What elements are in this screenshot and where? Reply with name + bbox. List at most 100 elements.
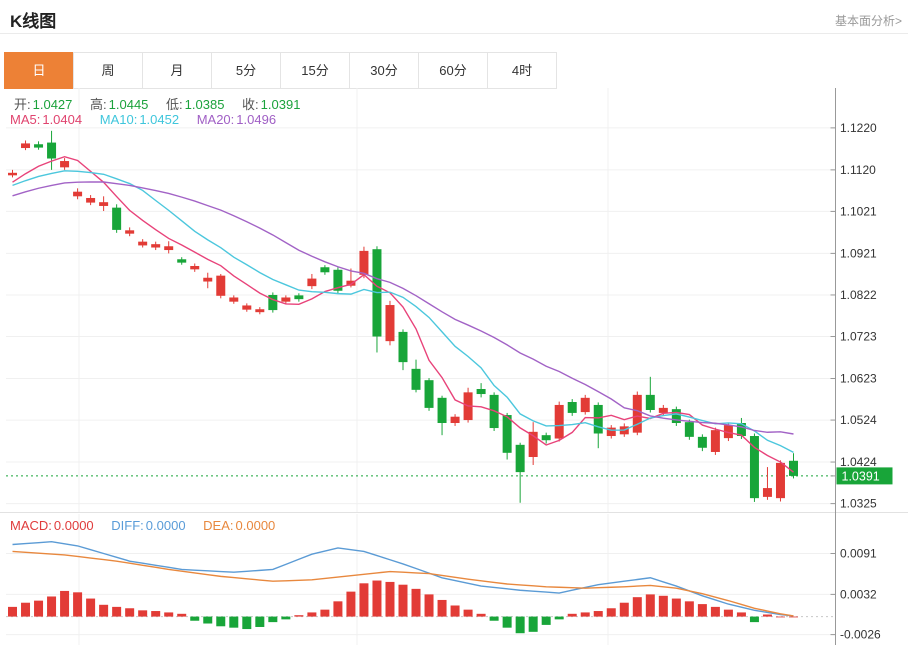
open-value: 1.0427 (32, 97, 73, 112)
macd-histogram-bar (619, 602, 629, 617)
candle-body (567, 402, 577, 413)
macd-histogram-bar (736, 612, 746, 617)
macd-histogram-bar (398, 584, 408, 617)
candle-body (671, 409, 681, 424)
candle-body (762, 488, 772, 497)
candle-body (723, 425, 733, 439)
candle-body (476, 388, 486, 395)
candle-body (99, 202, 109, 206)
candle-body (34, 144, 44, 148)
candle-body (580, 397, 590, 413)
macd-histogram-bar (645, 594, 655, 617)
candle-body (606, 427, 616, 437)
dea-label: DEA: (203, 518, 234, 533)
macd-histogram-bar (541, 616, 551, 625)
macd-histogram-bar (359, 583, 369, 617)
macd-histogram-bar (515, 616, 525, 634)
ma20-line (12, 181, 794, 435)
tab-day[interactable]: 日 (4, 52, 74, 89)
macd-histogram-bar (476, 613, 486, 617)
macd-histogram-bar (216, 616, 226, 627)
candle-body (255, 309, 265, 313)
ma20-value: 1.0496 (236, 112, 277, 127)
macd-histogram-bar (320, 609, 330, 617)
close-value: 1.0391 (260, 97, 301, 112)
candle-body (346, 280, 356, 286)
candle-body (190, 265, 200, 270)
tab-4hour[interactable]: 4时 (487, 52, 557, 89)
candle-body (125, 230, 135, 234)
current-price-tag (836, 467, 893, 485)
candle-body (385, 305, 395, 342)
macd-histogram-bar (528, 616, 538, 632)
macd-histogram-bar (580, 612, 590, 617)
candle-body (658, 407, 668, 413)
ma10-label: MA10: (99, 112, 138, 127)
price-axis-label: 1.1021 (840, 204, 877, 218)
macd-histogram-bar (229, 616, 239, 628)
candle-body (242, 305, 252, 310)
macd-histogram-bar (73, 592, 83, 617)
period-tab-bar: 日 周 月 5分 15分 30分 60分 4时 (4, 52, 557, 89)
candle-body (268, 294, 278, 311)
candle-body (281, 297, 291, 302)
macd-histogram-bar (242, 616, 252, 630)
macd-axis-label: 0.0091 (840, 547, 877, 561)
macd-histogram-bar (424, 594, 434, 617)
ma10-line (12, 170, 794, 454)
tab-15min[interactable]: 15分 (280, 52, 350, 89)
macd-histogram-bar (86, 598, 96, 617)
header-divider (0, 33, 908, 34)
dea-value: 0.0000 (235, 518, 276, 533)
price-axis-label: 1.0524 (840, 413, 877, 427)
ma20-label: MA20: (196, 112, 235, 127)
tab-30min[interactable]: 30分 (349, 52, 419, 89)
candle-body (775, 462, 785, 499)
diff-label: DIFF: (111, 518, 144, 533)
macd-axis-label: -0.0026 (840, 628, 881, 642)
macd-histogram-bar (684, 601, 694, 617)
candle-body (710, 430, 720, 452)
ma5-line (12, 155, 794, 473)
macd-histogram-bar (99, 604, 109, 617)
macd-histogram-bar (177, 613, 187, 617)
macd-histogram-bar (333, 601, 343, 617)
price-axis-label: 1.0325 (840, 497, 877, 511)
candle-body (229, 297, 239, 302)
price-axis-label: 1.0623 (840, 372, 877, 386)
candle-body (307, 278, 317, 287)
macd-histogram-bar (268, 616, 278, 623)
dea-line (12, 550, 794, 617)
candle-body (294, 295, 304, 300)
candle-body (320, 267, 330, 273)
macd-histogram-bar (60, 590, 70, 617)
macd-histogram-bar (723, 609, 733, 617)
ma5-label: MA5: (10, 112, 41, 127)
tab-60min[interactable]: 60分 (418, 52, 488, 89)
tab-week[interactable]: 周 (73, 52, 143, 89)
candle-body (73, 191, 83, 197)
macd-histogram-bar (125, 608, 135, 617)
candle-body (177, 259, 187, 263)
macd-histogram-bar (606, 608, 616, 617)
candle-body (632, 394, 642, 433)
candle-body (86, 197, 96, 203)
candle-body (697, 436, 707, 448)
candle-body (437, 397, 447, 424)
macd-histogram-bar (151, 611, 161, 617)
macd-histogram-bar (34, 600, 44, 617)
macd-histogram-bar (372, 580, 382, 617)
fundamental-analysis-link[interactable]: 基本面分析> (834, 14, 902, 28)
tab-month[interactable]: 月 (142, 52, 212, 89)
macd-histogram-bar (203, 616, 213, 624)
candle-body (216, 275, 226, 296)
current-price-tag-text: 1.0391 (842, 469, 880, 483)
macd-histogram-bar (138, 610, 148, 617)
close-label: 收: (242, 97, 259, 112)
tab-5min[interactable]: 5分 (211, 52, 281, 89)
ma5-value: 1.0404 (42, 112, 83, 127)
macd-histogram-bar (255, 616, 265, 627)
high-value: 1.0445 (108, 97, 149, 112)
